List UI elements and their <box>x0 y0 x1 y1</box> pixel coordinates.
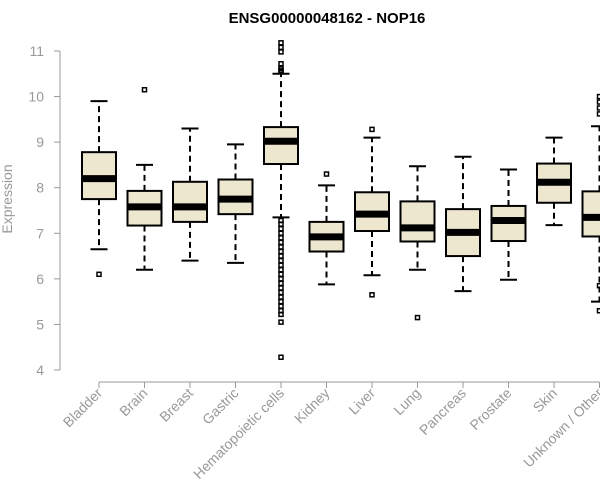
outlier-point <box>278 44 284 51</box>
box-group <box>81 100 117 278</box>
plot-area <box>81 40 600 360</box>
box-group <box>445 155 481 293</box>
box-group <box>490 168 527 281</box>
box-group <box>581 93 600 314</box>
outlier-point <box>278 262 284 268</box>
outlier-point <box>278 319 284 325</box>
outlier-point <box>278 280 284 287</box>
outlier-point <box>278 49 284 55</box>
iqr-box <box>263 126 299 166</box>
x-tick-label: Prostate <box>466 385 514 433</box>
y-tick-label: 8 <box>36 180 44 196</box>
x-tick-label: Brain <box>116 385 150 419</box>
outlier-point <box>278 230 284 237</box>
outlier-point <box>278 40 284 46</box>
outlier-point <box>369 126 375 133</box>
y-axis-label: Expression <box>0 164 15 233</box>
y-tick-label: 11 <box>29 43 44 59</box>
y-tick-label: 10 <box>28 89 44 105</box>
iqr-box <box>172 180 208 223</box>
outlier-point <box>278 285 284 291</box>
y-axis: 4 5 6 7 8 9 10 11 <box>28 43 61 378</box>
y-tick-label: 9 <box>36 134 44 150</box>
y-tick-label: 7 <box>36 225 44 241</box>
outlier-point <box>278 235 284 241</box>
outlier-point <box>278 311 284 318</box>
outlier-point <box>278 257 284 264</box>
box-group <box>536 136 572 227</box>
x-tick-label: Hematopoietic cells <box>190 385 287 482</box>
outlier-point <box>278 248 284 255</box>
outlier-point <box>369 292 375 298</box>
outlier-point <box>278 253 284 259</box>
box-group <box>308 171 345 286</box>
y-tick-label: 5 <box>36 316 44 332</box>
x-tick-label: Skin <box>530 385 561 416</box>
outlier-point <box>278 244 284 250</box>
outlier-point <box>278 225 284 232</box>
outlier-point <box>278 289 284 296</box>
x-tick-label: Gastric <box>199 385 242 428</box>
outlier-point <box>414 314 421 321</box>
outlier-point <box>278 266 284 273</box>
x-tick-label: Pancreas <box>416 385 469 438</box>
outlier-point <box>278 61 284 67</box>
y-tick-label: 4 <box>36 362 44 378</box>
x-tick-label: Kidney <box>291 385 333 427</box>
box-group <box>354 126 390 298</box>
x-tick-label: Liver <box>345 385 378 418</box>
x-tick-label: Lung <box>390 385 423 418</box>
outlier-point <box>278 276 284 282</box>
x-tick-label: Unknown / Other <box>520 385 600 471</box>
outlier-point <box>278 271 284 278</box>
outlier-point <box>278 68 284 75</box>
x-tick-label: Bladder <box>60 385 106 431</box>
outlier-point <box>278 298 284 305</box>
outlier-point <box>278 239 284 246</box>
outlier-point <box>278 221 284 227</box>
outlier-point <box>96 271 102 278</box>
outlier-point <box>141 86 148 93</box>
box-group <box>217 143 254 264</box>
box-group <box>399 165 436 321</box>
box-group <box>263 40 299 360</box>
y-tick-label: 6 <box>36 271 44 287</box>
box-group <box>126 86 163 271</box>
iqr-box <box>399 200 436 243</box>
outlier-point <box>278 303 284 309</box>
box-group <box>172 127 208 262</box>
x-tick-label: Breast <box>156 385 196 425</box>
outlier-point <box>323 171 330 177</box>
outlier-point <box>278 294 284 300</box>
outlier-point <box>278 354 284 360</box>
chart-title: ENSG00000048162 - NOP16 <box>229 10 426 27</box>
